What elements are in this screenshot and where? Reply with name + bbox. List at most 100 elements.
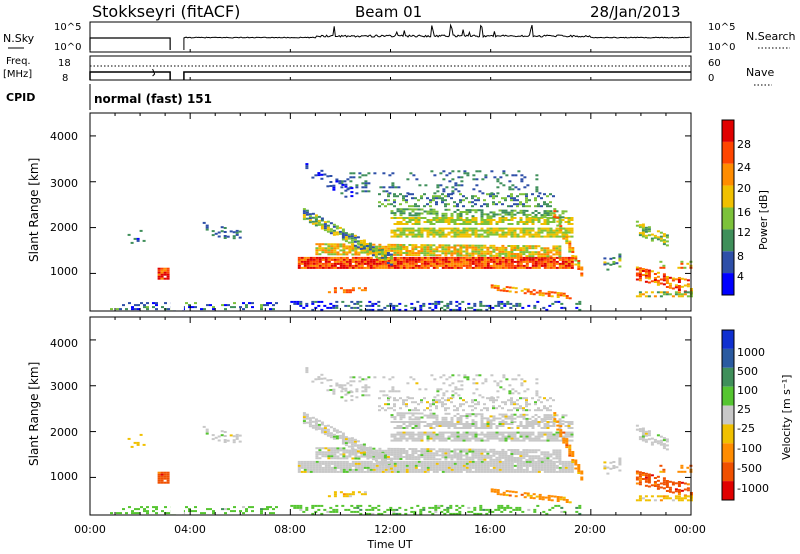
power-cell (450, 217, 454, 219)
velocity-cell (528, 439, 532, 442)
power-cell (480, 256, 484, 259)
velocity-cell (561, 466, 565, 469)
power-cell (492, 254, 496, 257)
power-cell (420, 217, 424, 219)
velocity-cell (357, 447, 361, 450)
power-cell (332, 188, 336, 191)
velocity-cell (574, 459, 578, 462)
power-cell (501, 260, 505, 263)
power-cell (489, 233, 493, 236)
velocity-cell (402, 433, 406, 436)
velocity-cell (157, 473, 161, 476)
power-cell (459, 266, 463, 269)
power-cell (386, 304, 390, 307)
power-cell (125, 308, 128, 311)
power-cell (395, 304, 399, 307)
velocity-cell (525, 409, 528, 412)
power-cell (324, 247, 328, 250)
velocity-cell (347, 391, 351, 394)
power-cell (357, 287, 361, 290)
velocity-cell (383, 458, 387, 461)
velocity-cell (507, 464, 511, 467)
velocity-cell (411, 401, 414, 404)
velocity-cell (441, 464, 445, 467)
power-cell (333, 247, 337, 250)
velocity-cell (146, 510, 149, 513)
velocity-cell (417, 425, 421, 427)
power-cell (317, 174, 321, 177)
power-cell (510, 193, 513, 196)
power-cell (423, 256, 427, 259)
power-cell (420, 235, 424, 238)
velocity-cell (486, 456, 490, 459)
power-cell (461, 300, 465, 303)
power-cell (449, 300, 453, 303)
power-cell (567, 266, 571, 269)
power-cell (525, 260, 529, 263)
power-cell (329, 175, 333, 177)
velocity-cell (480, 431, 484, 434)
velocity-cell (540, 453, 544, 456)
power-cell (167, 308, 170, 311)
power-cell (441, 256, 445, 259)
power-cell (339, 243, 343, 246)
power-cell (495, 229, 499, 232)
power-cell (416, 300, 420, 303)
power-cell (501, 211, 505, 214)
power-cell (467, 302, 471, 305)
power-cell (537, 219, 541, 221)
power-cell (656, 238, 660, 241)
power-cell (686, 279, 690, 282)
velocity-cell (297, 468, 301, 471)
power-cell (348, 245, 352, 248)
velocity-cell (372, 470, 376, 473)
velocity-cell (371, 512, 375, 515)
velocity-cell (377, 455, 381, 458)
velocity-cell (374, 451, 378, 454)
velocity-cell (396, 457, 400, 460)
power-cell (302, 212, 306, 215)
power-cell (387, 199, 390, 202)
power-cell (444, 227, 448, 230)
velocity-cell (500, 506, 504, 509)
velocity-cell (522, 431, 526, 434)
power-cell (565, 238, 569, 241)
power-cell (432, 219, 436, 221)
velocity-cell (456, 435, 460, 438)
velocity-cell (335, 504, 339, 507)
power-cell (417, 205, 420, 208)
velocity-cell (535, 394, 539, 397)
power-cell (321, 266, 325, 269)
velocity-cell (531, 419, 535, 422)
velocity-cell (548, 508, 552, 511)
velocity-cell (519, 407, 522, 410)
velocity-cell (503, 506, 507, 509)
power-cell (504, 262, 508, 265)
velocity-cell (546, 464, 550, 467)
velocity-cell (492, 423, 496, 425)
power-cell (486, 217, 490, 219)
velocity-cell (456, 421, 460, 423)
velocity-cell (501, 413, 505, 416)
power-cell (345, 289, 349, 292)
power-cell (535, 190, 539, 193)
power-cell (299, 300, 303, 303)
power-cell (477, 229, 481, 232)
power-cell (306, 266, 310, 269)
velocity-cell (426, 468, 430, 471)
power-cell (315, 266, 319, 269)
velocity-cell (516, 403, 519, 406)
power-cell (383, 258, 387, 261)
velocity-cell (330, 449, 334, 452)
velocity-cell (426, 416, 430, 419)
power-cell (535, 186, 539, 189)
power-cell (385, 190, 389, 193)
velocity-cell (217, 435, 221, 438)
power-cell (552, 233, 556, 236)
velocity-cell (426, 452, 430, 455)
velocity-cell (354, 470, 358, 473)
power-cell (486, 250, 490, 253)
velocity-cell (161, 510, 164, 513)
power-cell (495, 231, 499, 234)
